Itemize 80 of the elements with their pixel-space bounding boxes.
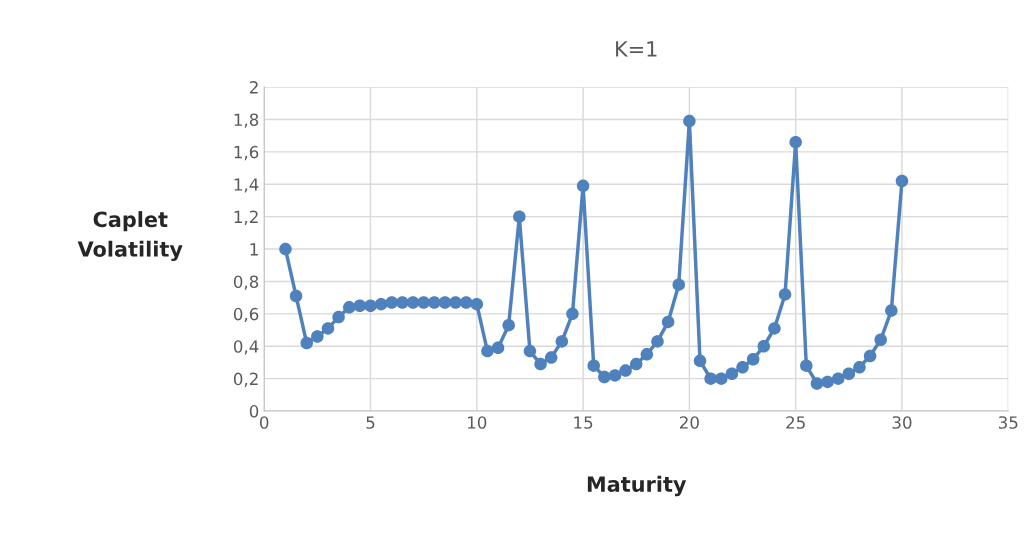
point [513, 210, 526, 223]
point [300, 336, 313, 350]
y-tick-label: 1,8 [234, 113, 259, 128]
point [502, 318, 515, 332]
point [449, 296, 462, 309]
point [459, 296, 473, 309]
point [736, 361, 749, 374]
point [438, 296, 452, 309]
point [640, 348, 654, 361]
point [544, 351, 558, 364]
point [342, 301, 356, 314]
point [693, 354, 707, 368]
point [406, 296, 420, 309]
point [555, 335, 569, 348]
point [821, 375, 834, 389]
x-tick-label: 15 [574, 416, 593, 429]
point [746, 352, 760, 366]
point [576, 179, 590, 193]
point [661, 315, 675, 329]
x-axis-title: Maturity [587, 475, 687, 497]
point [289, 289, 303, 303]
point [279, 242, 292, 256]
point [810, 377, 824, 390]
point [396, 296, 409, 309]
point [364, 299, 377, 312]
point [374, 297, 388, 311]
y-tick-label: 1 [250, 243, 258, 256]
point [672, 278, 685, 291]
x-tick-label: 30 [892, 416, 912, 429]
x-tick-label: 35 [998, 416, 1018, 429]
point [778, 288, 792, 301]
point [353, 299, 367, 312]
x-tick-label: 25 [786, 416, 805, 429]
point [842, 367, 856, 381]
y-tick-label: 2 [249, 81, 258, 94]
point [789, 135, 802, 149]
y-tick-label: 0 [249, 405, 259, 418]
x-tick-label: 5 [366, 416, 375, 429]
point [311, 330, 324, 343]
x-tick-label: 20 [679, 416, 699, 429]
y-tick-label: 1,2 [234, 210, 258, 225]
point [885, 304, 898, 317]
y-tick-label: 1,6 [234, 145, 259, 161]
chart-title: K=1 [616, 41, 657, 57]
point [831, 372, 845, 385]
point [683, 114, 696, 128]
point [629, 357, 643, 371]
x-tick-label: 0 [259, 416, 269, 429]
y-tick-label: 0,8 [233, 275, 259, 290]
y-axis-title: Caplet Volatility [77, 211, 183, 262]
point [417, 296, 430, 309]
y-tick-label: 0,6 [233, 307, 259, 323]
point [895, 174, 909, 188]
point [608, 369, 622, 382]
point [619, 364, 632, 377]
point [321, 322, 335, 335]
point [587, 359, 600, 372]
y-tick-label: 0,2 [233, 372, 258, 387]
x-tick-label: 10 [468, 416, 487, 429]
point [598, 370, 611, 384]
point [651, 335, 664, 348]
point [470, 297, 484, 311]
point [385, 296, 398, 309]
point [332, 310, 345, 324]
point [523, 344, 537, 358]
point [800, 359, 813, 372]
point [874, 333, 887, 347]
point [757, 340, 771, 353]
point [534, 357, 547, 371]
y-tick-label: 1,4 [234, 178, 259, 193]
point [481, 344, 494, 358]
point [768, 322, 781, 335]
point [566, 307, 579, 321]
point [715, 372, 728, 385]
y-tick-label: 0,4 [233, 340, 259, 355]
point [853, 361, 866, 374]
point [725, 367, 739, 381]
point [863, 349, 877, 363]
point [491, 341, 505, 355]
point [428, 296, 441, 309]
